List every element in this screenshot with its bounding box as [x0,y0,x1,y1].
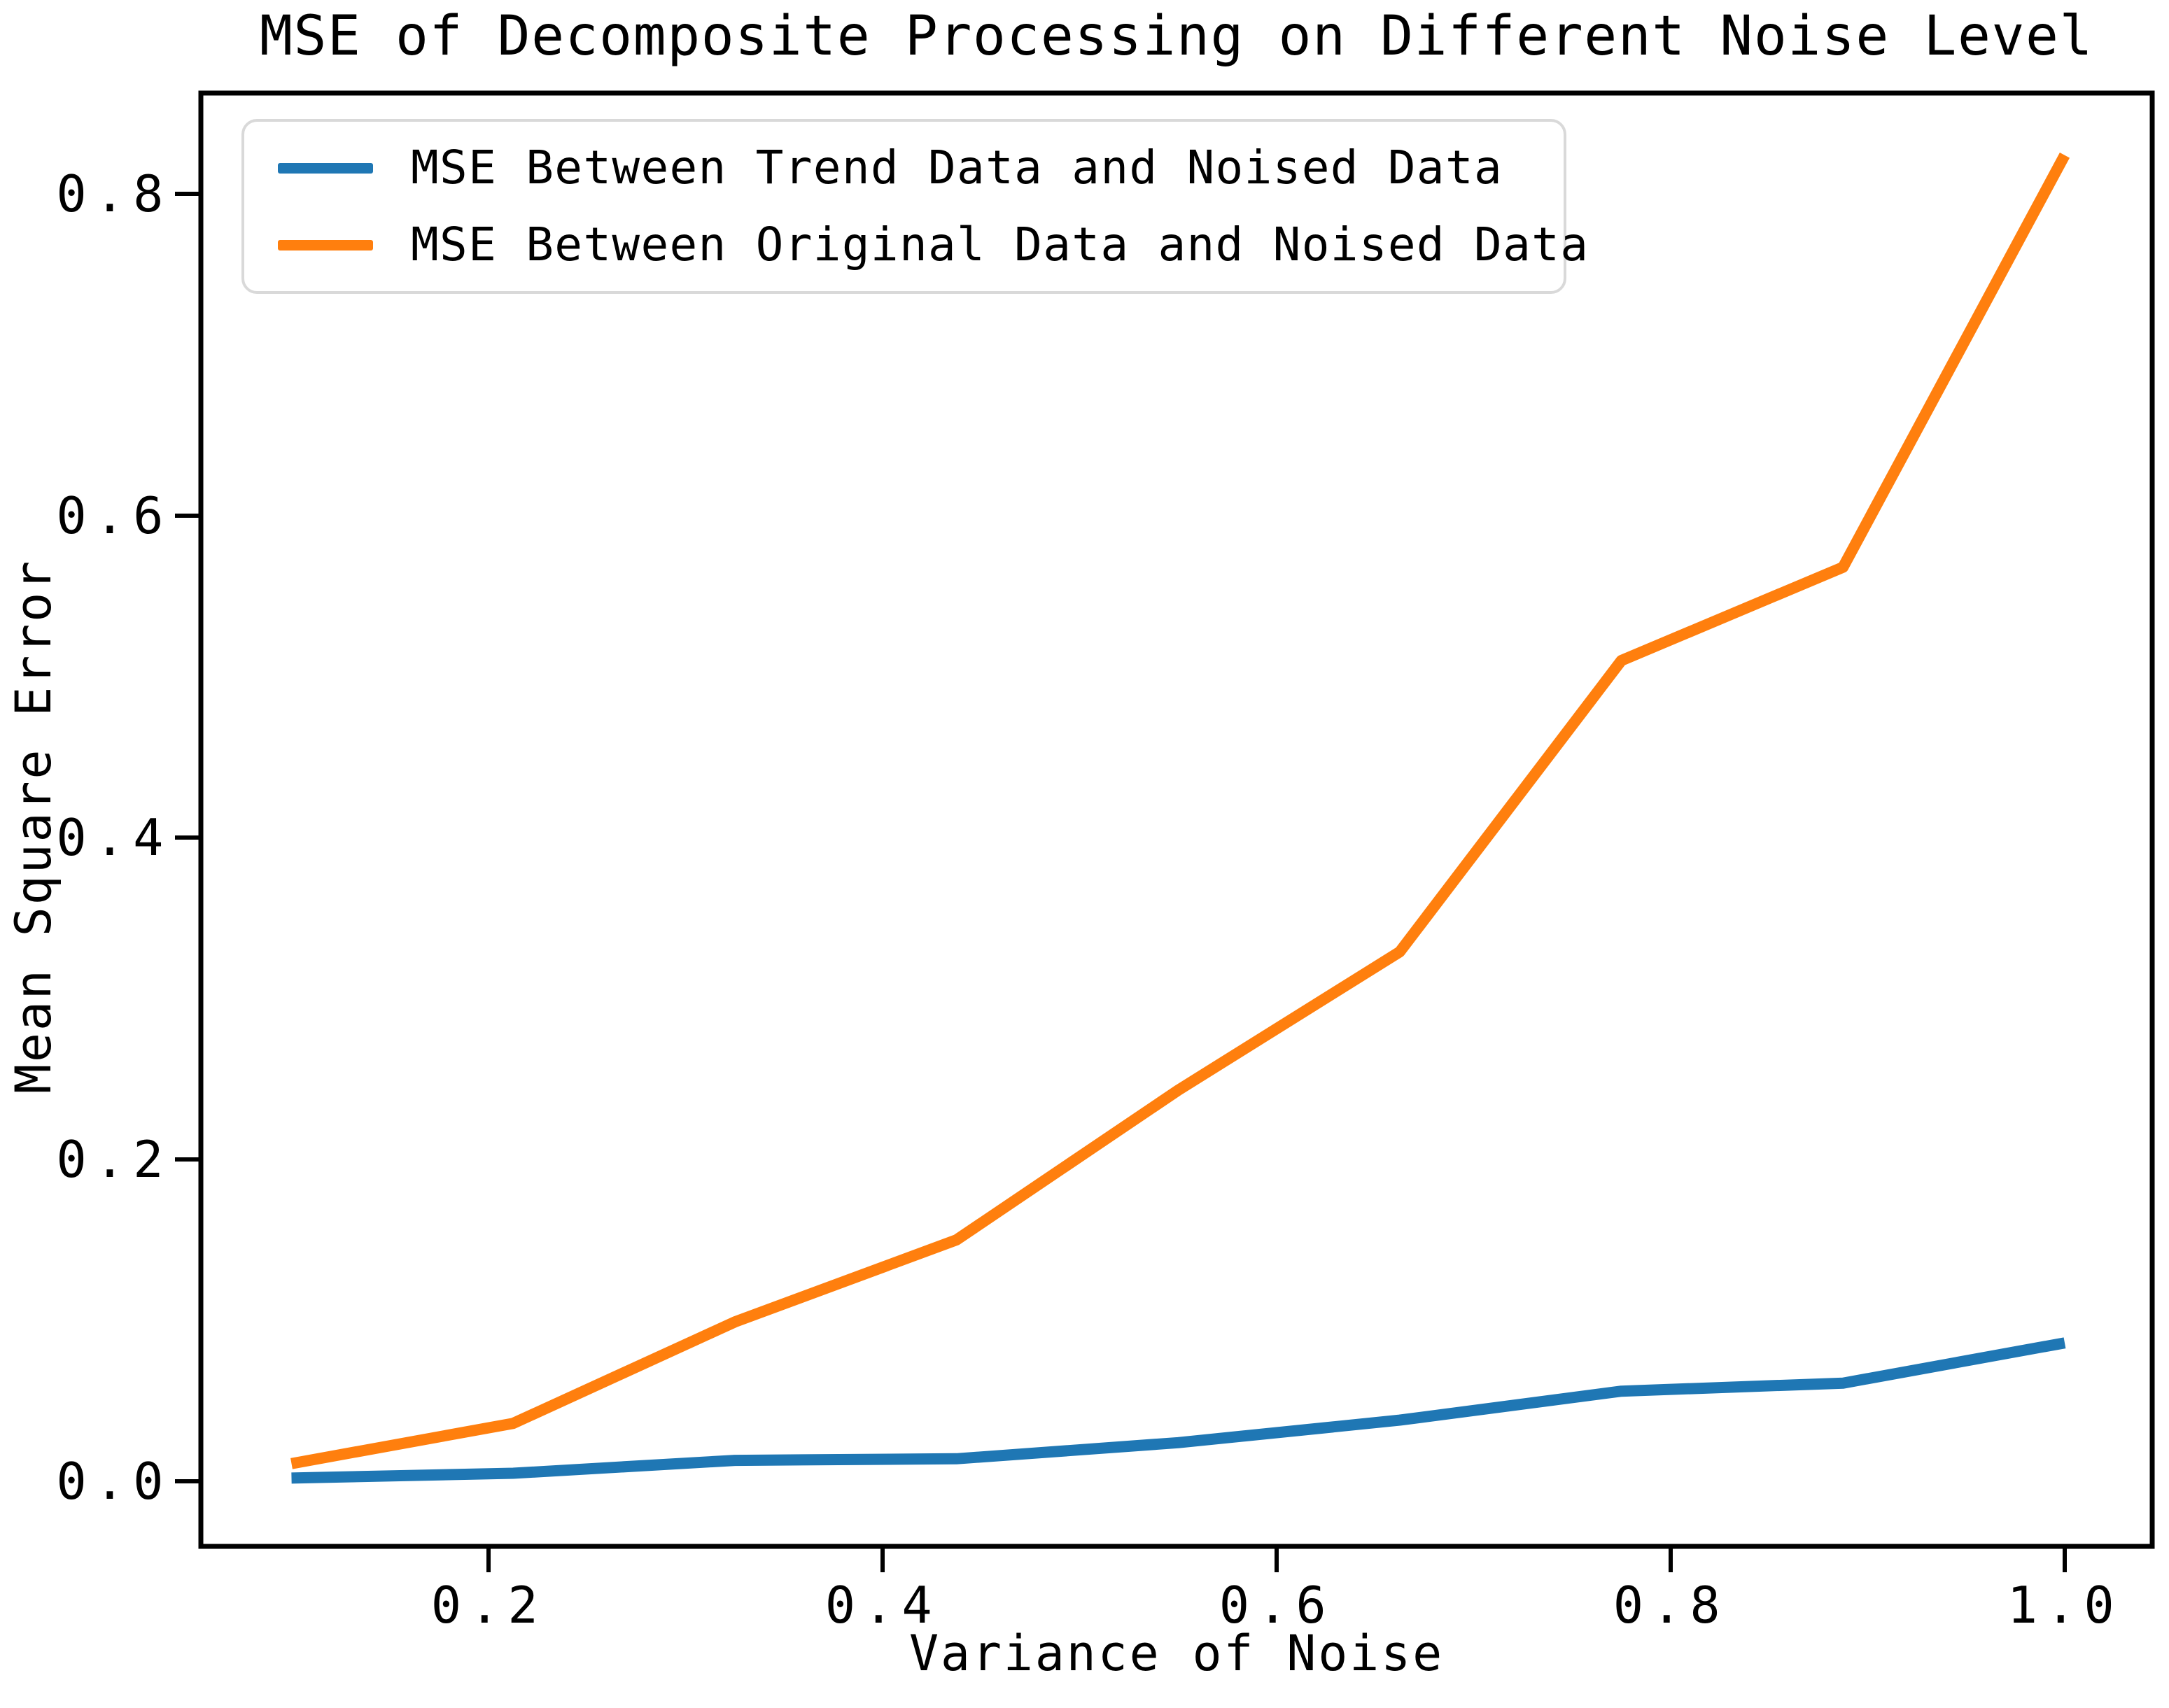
original-line [290,153,2070,1469]
legend-label: MSE Between Original Data and Noised Dat… [411,218,1589,271]
chart-title: MSE of Decomposite Processing on Differe… [259,5,2094,68]
original-line-swatch [278,239,373,250]
plot-frame [198,90,2155,1549]
x-axis-ticks [486,1548,2067,1572]
y-tick-label: 0.2 [56,1130,171,1189]
y-tick-label: 0.6 [56,486,171,545]
x-tick-label: 0.4 [824,1576,941,1635]
legend: MSE Between Trend Data and Noised Data M… [241,119,1588,294]
x-tick-label: 0.2 [430,1576,547,1635]
trend-line [291,1337,2066,1484]
y-axis-ticks [175,192,199,1483]
legend-item-trend: MSE Between Trend Data and Noised Data [278,140,1564,196]
y-tick-label: 0.0 [56,1452,171,1511]
x-tick-label: 0.8 [1613,1576,1729,1635]
legend-item-original: MSE Between Original Data and Noised Dat… [278,217,1588,273]
y-tick-label: 0.8 [56,164,171,223]
x-tick-label: 0.6 [1219,1576,1335,1635]
x-axis-label: Variance of Noise [908,1625,1445,1682]
y-axis-label: Mean Square Error [5,558,62,1094]
trend-line-swatch [278,162,373,174]
y-tick-label: 0.4 [56,808,171,867]
x-tick-label: 1.0 [2007,1576,2123,1635]
legend-label: MSE Between Trend Data and Noised Data [411,141,1503,195]
